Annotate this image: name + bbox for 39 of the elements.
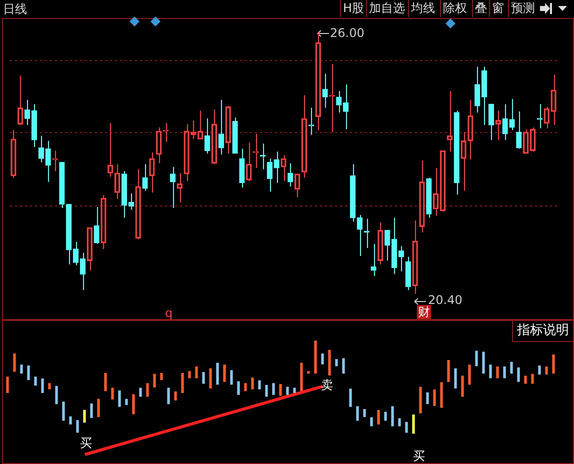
candlestick (488, 104, 494, 140)
candlestick (274, 151, 280, 184)
candlestick (239, 148, 245, 188)
candlestick (308, 107, 314, 136)
candlestick (142, 164, 148, 192)
text: 预测 (508, 0, 537, 17)
candlestick (204, 118, 210, 154)
text: 窗 (489, 0, 506, 17)
text: 财 (417, 305, 431, 319)
candlestick (454, 110, 460, 195)
candlestick (288, 162, 294, 188)
candlestick (232, 117, 238, 154)
annotation: 26.00 (330, 26, 364, 40)
text: 均线 (408, 0, 437, 17)
text: 叠 (472, 0, 489, 17)
annotation: 20.40 (428, 293, 462, 307)
chart-title: 日线 (3, 2, 27, 16)
candlestick (266, 158, 272, 192)
candlestick (45, 140, 51, 182)
text: q (165, 306, 173, 320)
candlestick (370, 243, 376, 277)
candlestick (405, 256, 411, 290)
candlestick (38, 135, 44, 163)
candlestick (94, 206, 100, 244)
candlestick (502, 104, 508, 140)
text: 除权 (440, 0, 469, 17)
candlestick (218, 99, 224, 155)
candlestick (509, 98, 515, 131)
text: 买 (80, 436, 92, 450)
annotation: 卖 (321, 378, 333, 392)
candlestick (426, 177, 432, 218)
text: 买 (413, 449, 425, 463)
candlestick (516, 111, 522, 150)
text: 指标说明 (512, 320, 574, 342)
candlestick (536, 104, 543, 129)
candlestick (322, 73, 328, 108)
text: 加自选 (366, 0, 407, 17)
text: H股 (340, 0, 366, 17)
candlestick (59, 162, 65, 208)
